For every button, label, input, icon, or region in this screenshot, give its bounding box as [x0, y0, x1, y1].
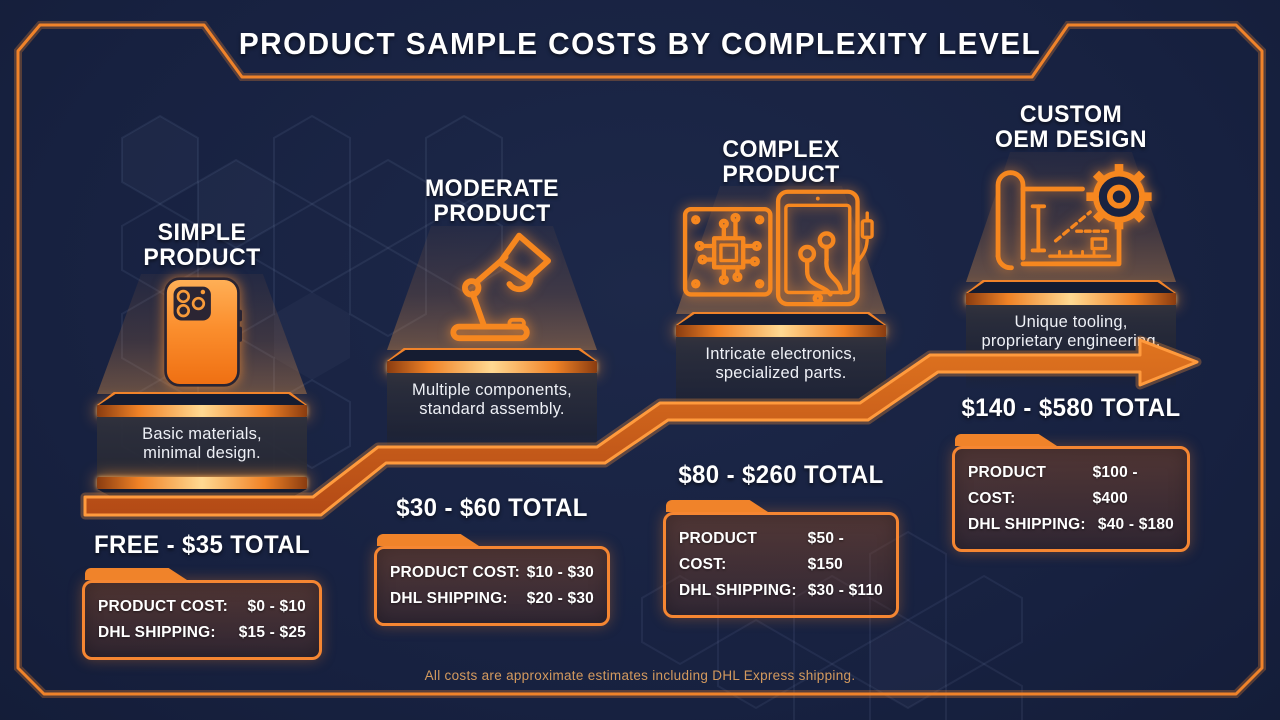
box-panel: PRODUCT COST: $50 - $150 DHL SHIPPING: $…	[663, 512, 899, 618]
total-cost-heading: FREE - $35 TOTAL	[94, 531, 310, 559]
shipping-value: $30 - $110	[807, 582, 883, 599]
pedestal-glow-band-bottom	[97, 477, 307, 489]
hologram-stage	[387, 226, 597, 350]
product-cost-label: PRODUCT COST:	[968, 464, 1047, 507]
product-cost-value: $100 - $400	[1092, 464, 1138, 507]
total-cost-heading: $30 - $60 TOTAL	[396, 494, 588, 522]
description-line1: Basic materials,	[142, 425, 262, 443]
box-panel: PRODUCT COST: $10 - $30 DHL SHIPPING: $2…	[374, 546, 610, 626]
shipping-value: $40 - $180	[1097, 516, 1174, 533]
box-panel: PRODUCT COST: $100 - $400 DHL SHIPPING: …	[952, 446, 1190, 552]
product-cost-value: $10 - $30	[526, 564, 594, 581]
pedestal-glow-band	[387, 361, 597, 373]
pedestal-top-rim	[97, 392, 307, 405]
hologram-stage	[676, 186, 886, 314]
hologram-stage	[97, 274, 307, 394]
tier-custom-oem-design: CUSTOM OEM DESIGN	[952, 102, 1190, 562]
product-cost-value: $0 - $10	[247, 598, 306, 615]
tier-description: Multiple components, standard assembly.	[387, 373, 597, 461]
tier-title-line1: SIMPLE	[157, 219, 247, 246]
shipping-label: DHL SHIPPING:	[968, 516, 1086, 533]
tier-description: Basic materials, minimal design.	[97, 417, 307, 477]
shipping-row: DHL SHIPPING: $15 - $25	[98, 620, 306, 646]
total-cost-heading: $140 - $580 TOTAL	[961, 394, 1181, 422]
description-line1: Intricate electronics,	[705, 345, 857, 363]
electronics-icon	[682, 189, 874, 307]
product-cost-row: PRODUCT COST: $10 - $30	[390, 560, 594, 586]
box-tab	[955, 434, 1057, 446]
tier-title-line1: CUSTOM	[1019, 101, 1123, 128]
tier-title-line2: OEM DESIGN	[994, 126, 1148, 153]
pedestal-top-rim	[676, 312, 886, 325]
description-line2: proprietary engineering.	[981, 332, 1161, 350]
pedestal-top-rim	[387, 348, 597, 361]
pedestal-glow-band	[676, 325, 886, 337]
page-title: PRODUCT SAMPLE COSTS BY COMPLEXITY LEVEL	[238, 26, 1042, 61]
pedestal-bottom-rim	[97, 489, 307, 499]
description-line1: Unique tooling,	[1014, 313, 1128, 331]
box-panel: PRODUCT COST: $0 - $10 DHL SHIPPING: $15…	[82, 580, 322, 660]
shipping-value: $20 - $30	[526, 590, 594, 607]
tier-title-line2: PRODUCT	[433, 200, 551, 227]
shipping-row: DHL SHIPPING: $30 - $110	[679, 578, 883, 604]
cost-breakdown-box: PRODUCT COST: $10 - $30 DHL SHIPPING: $2…	[374, 534, 610, 626]
pedestal-glow-band	[97, 405, 307, 417]
hologram-stage	[966, 152, 1176, 282]
product-cost-row: PRODUCT COST: $0 - $10	[98, 594, 306, 620]
tier-moderate-product: MODERATE PRODUCT Multiple components, st…	[374, 176, 610, 636]
tier-simple-product: SIMPLE PRODUCT Basic ma	[82, 220, 322, 680]
product-cost-row: PRODUCT COST: $100 - $400	[968, 460, 1174, 512]
tier-title-line2: PRODUCT	[722, 161, 840, 188]
shipping-row: DHL SHIPPING: $20 - $30	[390, 586, 594, 612]
pedestal: Intricate electronics, specialized parts…	[676, 312, 886, 425]
box-tab	[85, 568, 187, 580]
cost-breakdown-box: PRODUCT COST: $50 - $150 DHL SHIPPING: $…	[663, 500, 899, 618]
tier-title-line1: COMPLEX	[722, 136, 840, 163]
smartphone-icon	[164, 277, 242, 387]
tier-title: COMPLEX PRODUCT	[668, 137, 895, 187]
shipping-label: DHL SHIPPING:	[98, 624, 216, 641]
pedestal: Basic materials, minimal design.	[97, 392, 307, 499]
shipping-value: $15 - $25	[238, 624, 306, 641]
description-line2: minimal design.	[143, 444, 261, 462]
description-line1: Multiple components,	[412, 381, 572, 399]
footer-disclaimer: All costs are approximate estimates incl…	[424, 668, 856, 683]
box-tab	[377, 534, 479, 546]
tier-title: MODERATE PRODUCT	[379, 176, 606, 226]
cost-breakdown-box: PRODUCT COST: $100 - $400 DHL SHIPPING: …	[952, 434, 1190, 552]
box-tab	[666, 500, 768, 512]
pedestal-glow-band	[966, 293, 1176, 305]
tier-title: CUSTOM OEM DESIGN	[957, 102, 1185, 152]
shipping-label: DHL SHIPPING:	[390, 590, 508, 607]
product-cost-value: $50 - $150	[807, 530, 845, 573]
tier-title-line2: PRODUCT	[143, 244, 261, 271]
desk-lamp-icon	[450, 232, 551, 342]
total-cost-heading: $80 - $260 TOTAL	[678, 461, 884, 489]
tier-description: Intricate electronics, specialized parts…	[676, 337, 886, 425]
blueprint-gear-icon	[995, 164, 1152, 271]
tier-title: SIMPLE PRODUCT	[87, 220, 317, 270]
product-cost-row: PRODUCT COST: $50 - $150	[679, 526, 883, 578]
description-line2: specialized parts.	[715, 364, 847, 382]
tier-title-line1: MODERATE	[425, 175, 559, 202]
description-line2: standard assembly.	[419, 400, 565, 418]
pedestal: Multiple components, standard assembly.	[387, 348, 597, 461]
pedestal: Unique tooling, proprietary engineering.	[966, 280, 1176, 389]
tier-description: Unique tooling, proprietary engineering.	[966, 305, 1176, 389]
pedestal-top-rim	[966, 280, 1176, 293]
shipping-row: DHL SHIPPING: $40 - $180	[968, 512, 1174, 538]
tier-complex-product: COMPLEX PRODUCT	[663, 137, 899, 618]
shipping-label: DHL SHIPPING:	[679, 582, 797, 599]
product-cost-label: PRODUCT COST:	[679, 530, 758, 573]
product-cost-label: PRODUCT COST:	[98, 598, 229, 615]
product-cost-label: PRODUCT COST:	[390, 564, 521, 581]
cost-breakdown-box: PRODUCT COST: $0 - $10 DHL SHIPPING: $15…	[82, 568, 322, 660]
